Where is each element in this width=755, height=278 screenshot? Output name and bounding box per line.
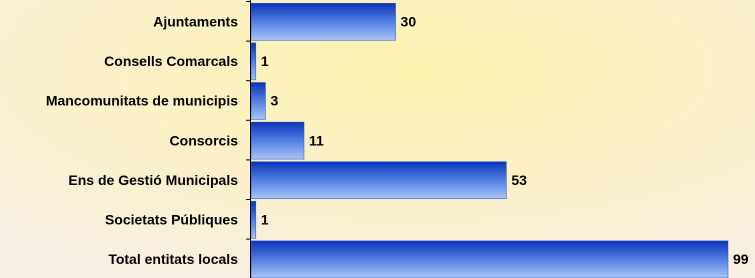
data-label: 99 (733, 251, 749, 267)
bar (251, 43, 256, 80)
y-tick-label: Mancomunitats de municipis (46, 93, 238, 109)
bar (251, 201, 256, 238)
bar (251, 83, 265, 120)
y-tick-label: Total entitats locals (108, 251, 238, 267)
data-label: 53 (511, 172, 527, 188)
y-tick-label: Societats Públiques (105, 212, 238, 228)
data-label: 11 (309, 132, 324, 148)
bar (251, 122, 304, 159)
background (0, 0, 755, 278)
page: Ajuntaments 30 Consells Comarcals 1 Mancomun… (0, 0, 755, 278)
data-label: 1 (261, 53, 269, 69)
y-tick-label: Consells Comarcals (104, 53, 238, 69)
y-tick-label: Ajuntaments (153, 14, 238, 30)
chart: Ajuntaments 30 Consells Comarcals 1 Mancomun… (0, 0, 755, 278)
data-label: 1 (261, 212, 269, 228)
y-tick-label: Consorcis (170, 132, 239, 148)
bar (251, 241, 728, 278)
bar (251, 3, 396, 40)
data-label: 3 (270, 93, 278, 109)
y-tick-label: Ens de Gestió Municipals (68, 172, 238, 188)
bar (251, 162, 506, 199)
data-label: 30 (401, 14, 417, 30)
